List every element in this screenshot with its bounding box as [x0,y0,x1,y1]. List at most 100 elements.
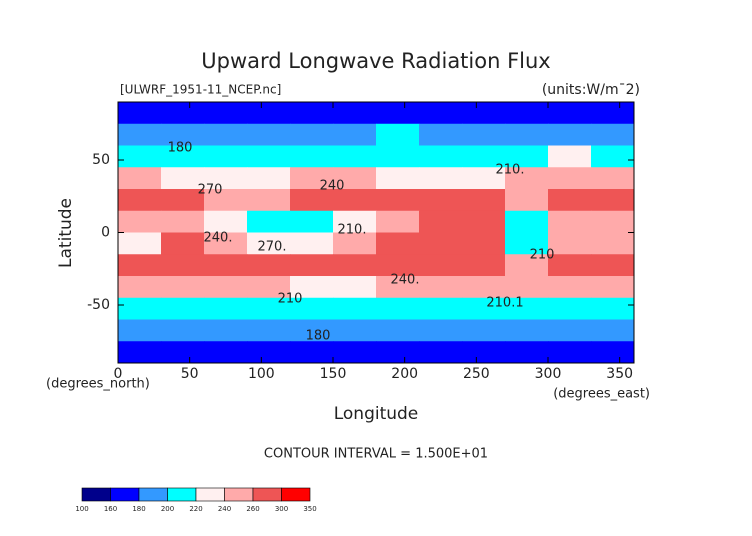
field-cell [505,297,549,320]
field-cell [591,319,635,342]
field-cell [419,232,463,255]
field-cell [505,189,549,212]
field-cell [204,145,248,168]
field-cell [548,167,592,190]
field-cell [118,254,162,277]
colorbar-box [224,487,254,502]
field-cell [591,254,635,277]
x-tick-label: 200 [391,366,418,382]
field-cell [548,276,592,299]
field-cell [462,145,506,168]
field-cell [161,210,205,233]
field-cell [204,297,248,320]
x-tick-label: 150 [320,366,347,382]
field-cell [462,254,506,277]
field-cell [204,254,248,277]
field-cell [290,102,334,125]
colorbar-label: 260 [246,505,259,513]
field-cell [376,123,420,146]
field-cell [591,210,635,233]
field-cell [548,341,592,364]
field-cell [548,102,592,125]
field-cell [290,297,334,320]
field-cell [548,254,592,277]
colorbar-box [281,487,311,502]
field-cell [118,319,162,342]
field-cell [247,276,291,299]
field-cell [247,297,291,320]
field-cell [161,232,205,255]
colorbar-label: 350 [303,505,316,513]
contour-label: 180 [306,329,331,344]
contour-label: 240. [391,273,420,288]
contour-label: 240. [204,231,233,246]
field-cell [419,167,463,190]
field-cell [333,210,377,233]
field-cell [333,254,377,277]
field-cell [462,276,506,299]
colorbar-label: 220 [189,505,202,513]
field-cell [462,210,506,233]
units-label: (units:W/m¯2) [542,82,640,98]
field-cell [118,276,162,299]
field-cell [333,297,377,320]
file-label: [ULWRF_1951-11_NCEP.nc] [120,83,281,97]
field-cell [462,341,506,364]
field-cell [548,210,592,233]
contour-label: 270. [258,240,287,255]
field-cell [462,189,506,212]
y-tick-label: 0 [101,225,110,241]
field-cell [161,123,205,146]
field-cell [247,189,291,212]
field-cell [118,297,162,320]
field-cell [419,145,463,168]
field-cell [118,123,162,146]
field-cell [419,297,463,320]
field-cell [505,145,549,168]
field-cell [290,145,334,168]
field-cell [462,167,506,190]
field-cell [376,297,420,320]
field-cell [204,102,248,125]
field-cell [161,167,205,190]
field-cell [247,102,291,125]
field-cell [548,123,592,146]
field-cell [462,123,506,146]
contour-label: 270 [198,183,223,198]
field-cell [462,319,506,342]
field-cell [247,232,291,255]
field-cell [333,167,377,190]
x-tick-label: 300 [535,366,562,382]
field-cell [290,232,334,255]
field-cell [376,167,420,190]
field-cell [376,145,420,168]
y-unit-label: (degrees_north) [46,377,150,392]
field-cell [548,232,592,255]
colorbar-label: 100 [75,505,88,513]
field-cell [204,189,248,212]
y-axis-title: Latitude [56,198,76,268]
colorbar-box [110,487,140,502]
field-cell [247,341,291,364]
field-cell [376,276,420,299]
field [118,102,635,364]
field-cell [204,210,248,233]
field-cell [161,297,205,320]
field-cell [419,319,463,342]
field-cell [118,102,162,125]
contour-label: 210. [496,163,525,178]
contour-interval: CONTOUR INTERVAL = 1.500E+01 [264,447,488,462]
field-cell [462,102,506,125]
contour-label: 210. [338,223,367,238]
field-cell [505,167,549,190]
colorbar-box [138,487,168,502]
field-cell [204,167,248,190]
field-cell [161,276,205,299]
field-cell [591,341,635,364]
field-cell [333,276,377,299]
field-cell [333,123,377,146]
field-cell [591,189,635,212]
y-tick-label: 50 [92,152,110,168]
field-cell [376,210,420,233]
field-cell [505,123,549,146]
